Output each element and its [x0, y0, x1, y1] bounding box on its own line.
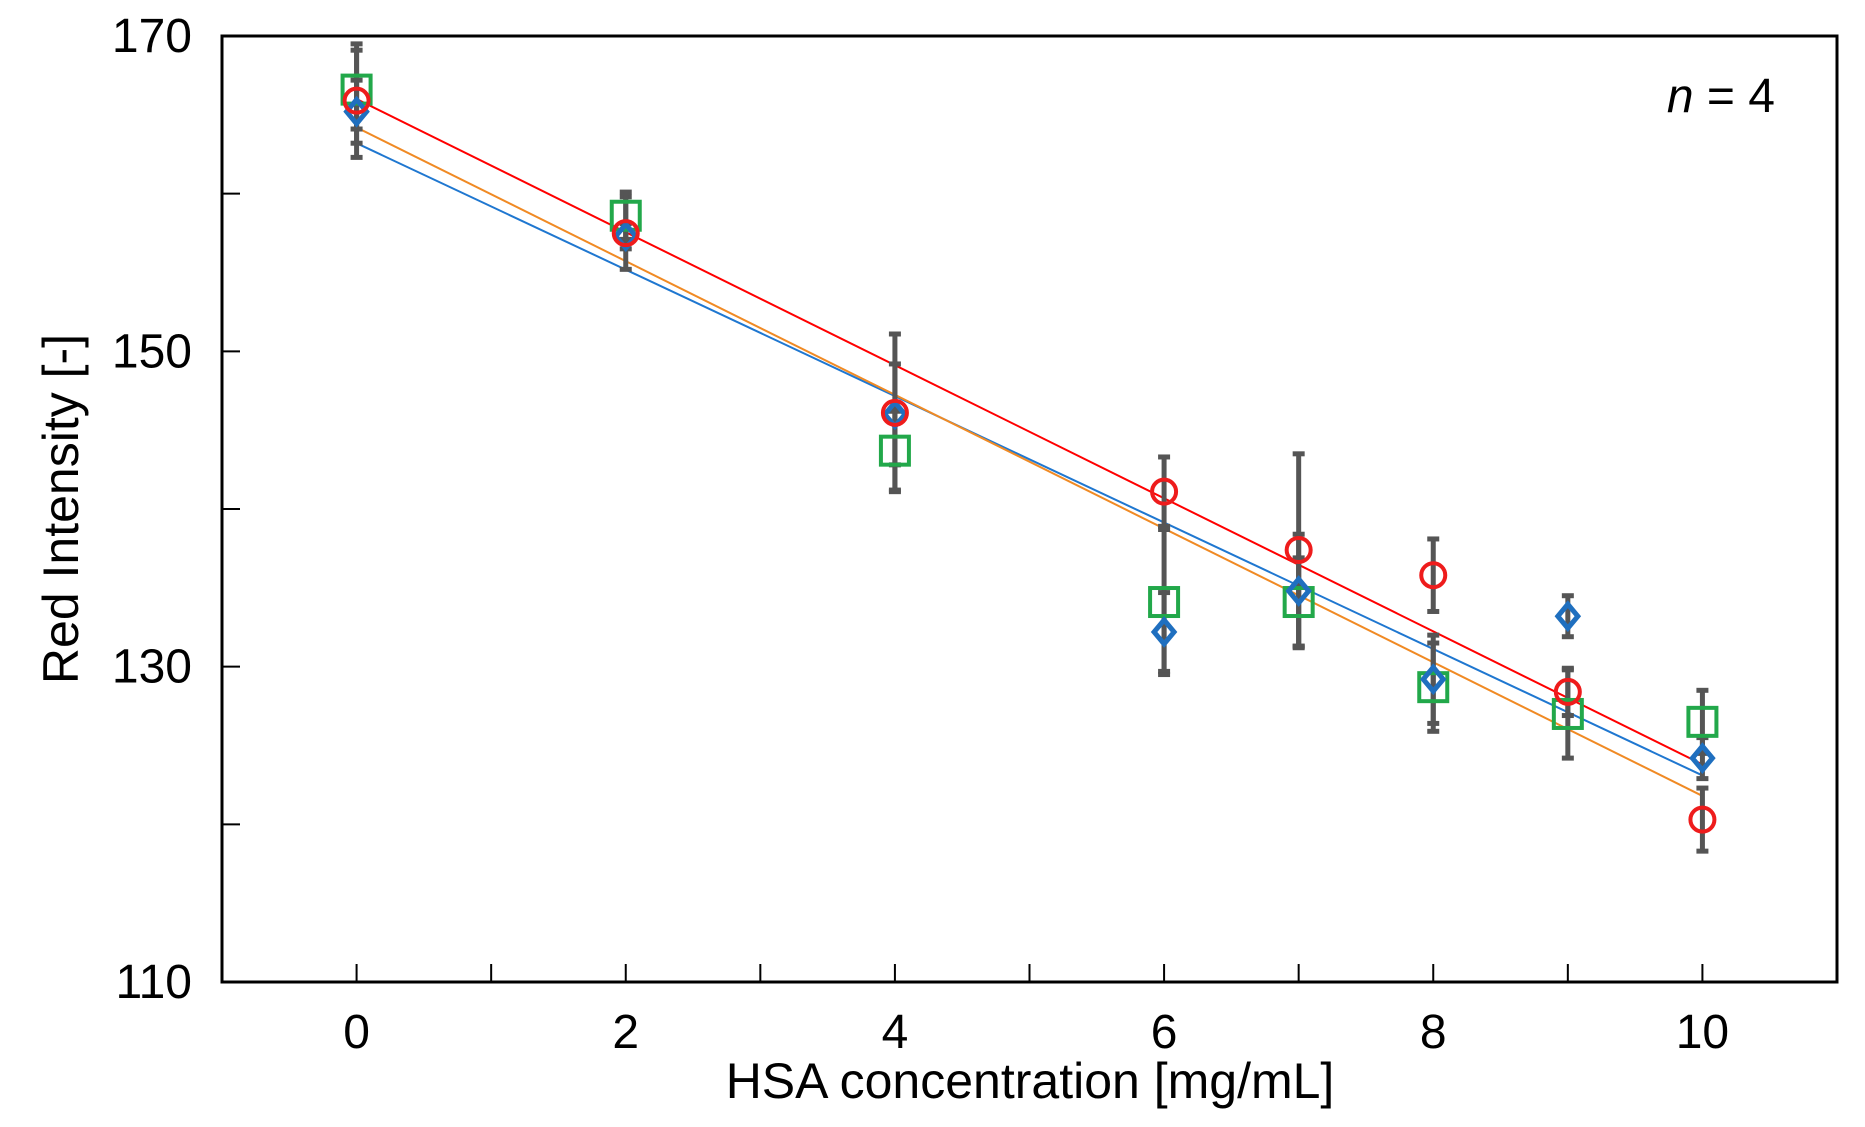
square-marker [609, 199, 642, 232]
square-marker [878, 434, 911, 467]
plot-frame [220, 34, 1839, 984]
x-tick-label: 0 [343, 1006, 370, 1059]
x-tick-label: 4 [882, 1006, 909, 1059]
square-marker [1551, 697, 1584, 730]
axis-ticks [222, 35, 1704, 983]
square-marker [1417, 671, 1450, 704]
y-tick-label: 170 [112, 10, 192, 63]
circle-marker [1688, 805, 1717, 834]
fit-line [356, 126, 1703, 797]
diamond-marker [612, 220, 640, 253]
sample-count-annotation: n = 4 [1667, 70, 1775, 123]
fit-line [356, 142, 1703, 777]
circle-marker [342, 86, 371, 115]
x-tick-label: 6 [1151, 1006, 1178, 1059]
diamond-marker [1689, 742, 1716, 775]
annotation-italic: n [1667, 70, 1694, 123]
tick-labels: 0 2 4 6 8 10 110 130 150 170 [112, 10, 1729, 1059]
circle-marker [1284, 535, 1313, 564]
square-marker [340, 73, 373, 106]
y-tick-label: 110 [115, 956, 192, 1009]
data-markers [340, 73, 1719, 834]
circle-marker [1150, 477, 1179, 506]
square-marker [1686, 705, 1719, 738]
diamond-marker [1150, 616, 1178, 648]
x-tick-label: 2 [612, 1006, 639, 1059]
diamond-marker [1419, 663, 1447, 696]
square-marker [1282, 586, 1315, 619]
x-axis-title: HSA concentration [mg/mL] [726, 1053, 1335, 1109]
diamond-marker [1554, 600, 1582, 633]
circle-marker [1553, 677, 1582, 706]
annotation-rest: = 4 [1694, 70, 1775, 123]
y-axis-title: Red Intensity [-] [33, 334, 89, 684]
diamond-marker [1285, 575, 1312, 607]
fit-lines [356, 98, 1703, 797]
fit-line [356, 98, 1703, 766]
error-bars [350, 41, 1709, 854]
y-tick-label: 150 [112, 325, 192, 378]
x-tick-label: 8 [1420, 1006, 1447, 1059]
diamond-marker [343, 95, 370, 128]
square-marker [1148, 586, 1181, 619]
circle-marker [880, 398, 909, 427]
x-tick-label: 10 [1676, 1006, 1729, 1059]
y-tick-label: 130 [112, 641, 192, 694]
circle-marker [1419, 561, 1448, 590]
circle-marker [611, 219, 640, 248]
